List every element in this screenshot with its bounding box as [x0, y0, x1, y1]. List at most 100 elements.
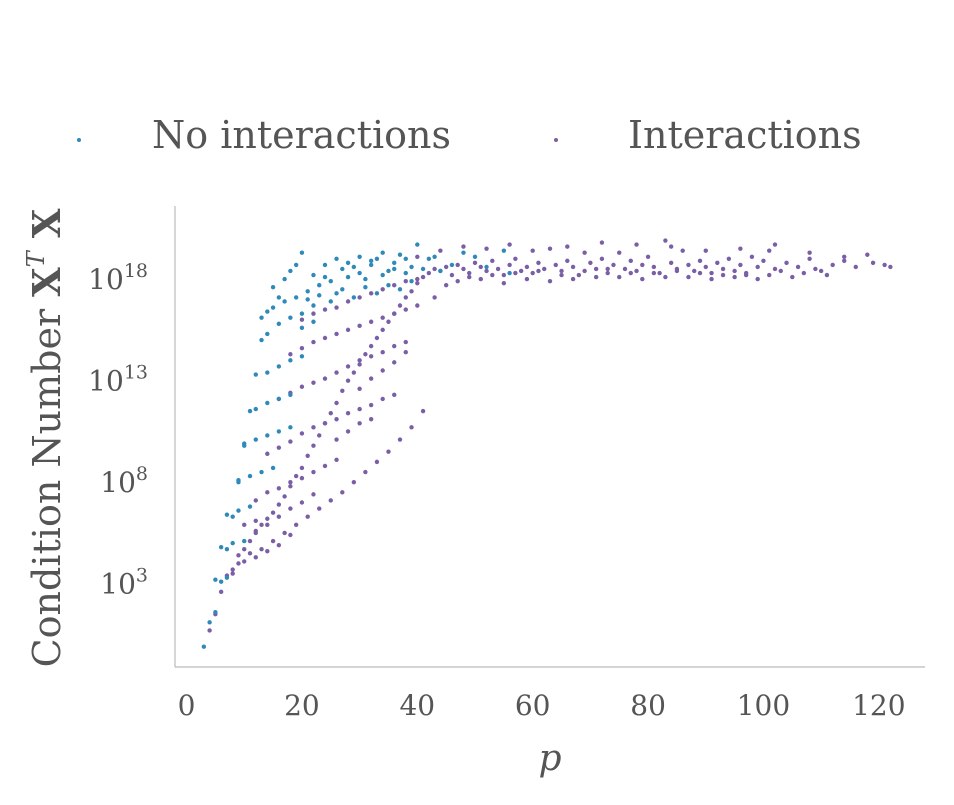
point-interactions — [709, 270, 714, 276]
point-interactions — [392, 360, 397, 365]
point-interactions — [299, 500, 305, 505]
point-interactions — [507, 242, 512, 247]
point-interactions — [247, 551, 253, 556]
point-interactions — [801, 270, 807, 276]
point-interactions — [311, 443, 316, 448]
point-no-interactions — [276, 396, 282, 402]
point-interactions — [443, 283, 449, 288]
point-interactions — [328, 410, 333, 416]
point-interactions — [807, 250, 812, 255]
y-axis-label: Condition Number XT X — [22, 208, 69, 667]
point-interactions — [668, 244, 674, 249]
point-no-interactions — [340, 266, 345, 272]
point-interactions — [299, 345, 305, 351]
point-interactions — [518, 268, 524, 274]
y-tick-labels: 103 108 1013 1018 — [88, 260, 148, 601]
point-interactions — [380, 287, 385, 292]
point-interactions — [334, 417, 339, 422]
point-no-interactions — [374, 256, 380, 262]
point-no-interactions — [276, 321, 282, 326]
point-interactions — [761, 258, 766, 264]
point-no-interactions — [242, 441, 247, 446]
point-no-interactions — [299, 325, 305, 331]
point-interactions — [611, 262, 616, 268]
point-interactions — [288, 506, 293, 511]
point-interactions — [363, 352, 368, 357]
point-interactions — [368, 291, 374, 296]
point-interactions — [732, 268, 737, 274]
point-interactions — [276, 542, 282, 548]
point-interactions — [651, 270, 657, 276]
point-interactions — [478, 276, 483, 282]
point-no-interactions — [317, 293, 322, 298]
point-interactions — [513, 270, 518, 276]
point-interactions — [299, 384, 305, 389]
point-interactions — [340, 490, 345, 495]
point-interactions — [392, 283, 397, 288]
point-interactions — [409, 289, 414, 294]
point-interactions — [345, 410, 351, 416]
point-no-interactions — [409, 278, 414, 284]
point-interactions — [628, 258, 633, 264]
point-no-interactions — [201, 644, 207, 649]
point-interactions — [357, 386, 362, 391]
point-no-interactions — [322, 274, 328, 280]
point-interactions — [282, 494, 287, 499]
point-interactions — [870, 260, 876, 266]
point-interactions — [368, 319, 374, 324]
point-interactions — [288, 484, 293, 489]
point-interactions — [767, 248, 772, 253]
point-interactions — [253, 498, 258, 503]
point-interactions — [265, 549, 270, 554]
point-interactions — [345, 327, 351, 333]
point-interactions — [276, 502, 282, 507]
point-interactions — [288, 532, 293, 538]
point-interactions — [565, 244, 570, 249]
point-interactions — [443, 264, 449, 270]
axes — [174, 206, 925, 668]
point-interactions — [692, 268, 697, 274]
y-axis-label-bold-x: X — [24, 267, 69, 297]
point-interactions — [299, 475, 305, 481]
point-interactions — [374, 335, 380, 341]
point-interactions — [490, 272, 495, 278]
point-interactions — [317, 433, 322, 438]
point-no-interactions — [259, 337, 264, 343]
point-interactions — [472, 260, 478, 266]
point-interactions — [824, 272, 830, 278]
point-interactions — [772, 242, 778, 247]
point-interactions — [686, 262, 691, 268]
point-interactions — [438, 248, 443, 253]
point-interactions — [242, 522, 247, 528]
point-no-interactions — [259, 469, 264, 475]
point-interactions — [363, 469, 368, 475]
point-no-interactions — [253, 372, 258, 377]
point-interactions — [345, 378, 351, 383]
point-interactions — [697, 270, 703, 276]
x-tick-label: 0 — [178, 689, 196, 722]
point-interactions — [755, 276, 760, 282]
point-interactions — [553, 262, 558, 268]
point-interactions — [299, 465, 305, 471]
point-no-interactions — [363, 285, 368, 290]
point-interactions — [680, 248, 685, 253]
point-no-interactions — [507, 270, 512, 276]
point-interactions — [582, 250, 587, 255]
point-no-interactions — [247, 504, 253, 509]
point-interactions — [593, 266, 599, 272]
point-interactions — [599, 240, 605, 245]
legend-marker-no-interactions — [77, 138, 81, 142]
point-interactions — [317, 506, 322, 511]
point-no-interactions — [392, 266, 397, 272]
point-interactions — [311, 380, 316, 385]
point-interactions — [276, 514, 282, 519]
point-no-interactions — [247, 473, 253, 479]
point-no-interactions — [403, 270, 408, 276]
x-tick-label: 120 — [852, 689, 905, 722]
point-interactions — [559, 268, 564, 274]
point-interactions — [368, 343, 374, 349]
point-no-interactions — [213, 577, 218, 582]
y-axis-label-sup: T — [22, 249, 50, 267]
point-no-interactions — [276, 295, 282, 300]
